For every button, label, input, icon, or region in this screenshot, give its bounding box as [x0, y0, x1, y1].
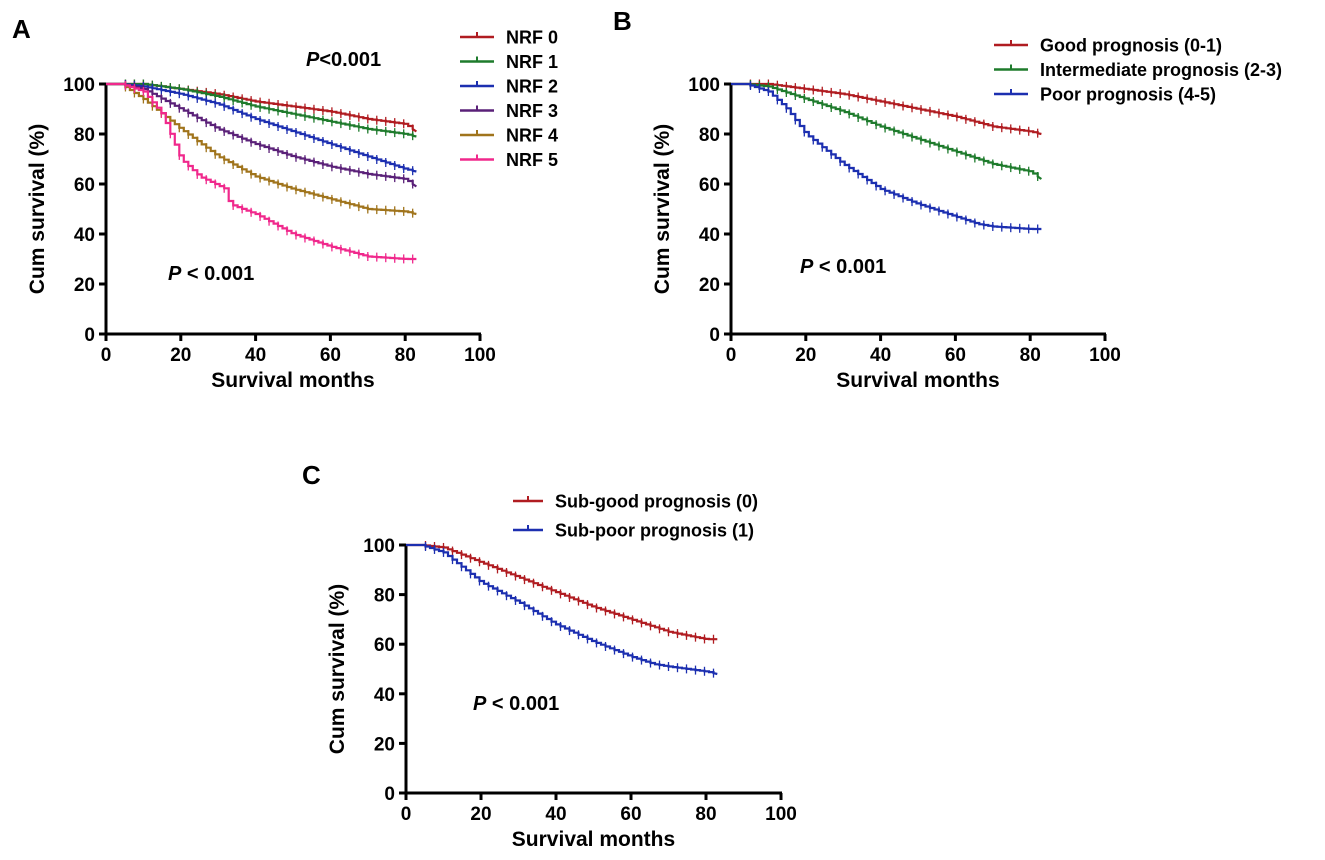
legend-item-nrf-1: NRF 1 — [460, 52, 558, 72]
panel-c-x-tick-label: 80 — [695, 804, 716, 825]
panel-b-y-tick-label: 80 — [699, 125, 720, 146]
legend-label: Poor prognosis (4-5) — [1040, 85, 1216, 105]
panel-a-p-value-top-right: P<0.001 — [306, 49, 381, 71]
panel-c-legend: Sub-good prognosis (0) Sub-poor prognosis… — [513, 492, 758, 541]
panel-c-series-sub-good-prognosis-0-line — [406, 543, 718, 641]
p-italic: P — [473, 693, 487, 715]
p-italic: P — [800, 256, 814, 278]
panel-c-y-tick-label: 80 — [374, 586, 395, 607]
panel-b-x-tick-label: 80 — [1020, 345, 1041, 366]
panel-a-letter: A — [12, 14, 31, 44]
panel-b-y-tick-label: 20 — [699, 275, 720, 296]
panel-a-x-tick-label: 0 — [101, 345, 112, 366]
panel-c-x-tick-label: 100 — [765, 804, 797, 825]
panel-c-x-tick-label: 40 — [545, 804, 566, 825]
legend-item-nrf-4: NRF 4 — [460, 126, 558, 146]
panel-c-y-tick-label: 60 — [374, 635, 395, 656]
panel-a-series-nrf-5 — [106, 81, 417, 264]
legend-item-sub-good-prognosis-0: Sub-good prognosis (0) — [513, 492, 758, 512]
panel-a-y-tick-label: 40 — [74, 225, 95, 246]
legend-label: Sub-good prognosis (0) — [555, 492, 758, 512]
p-italic: P — [306, 49, 320, 71]
p-value-text: < 0.001 — [181, 263, 254, 285]
legend-label: NRF 2 — [506, 77, 558, 97]
legend-item-nrf-3: NRF 3 — [460, 101, 558, 121]
panel-b-p-value-bottom-left: P < 0.001 — [800, 256, 886, 278]
panel-b-letter: B — [613, 6, 632, 36]
panel-a-series-nrf-4 — [106, 82, 417, 218]
panel-b-y-axis-title: Cum survival (%) — [651, 124, 674, 294]
panel-c-letter: C — [302, 460, 321, 490]
legend-label: NRF 4 — [506, 126, 558, 146]
panel-a-legend: NRF 0 NRF 1 NRF 2 NRF 3 NRF 4 NRF 5 — [460, 28, 558, 170]
panel-b-y-tick-label: 40 — [699, 225, 720, 246]
panel-b-y-tick-label: 0 — [709, 325, 720, 346]
panel-b-y-tick-label: 60 — [699, 175, 720, 196]
panel-c-p-value-bottom-left: P < 0.001 — [473, 693, 559, 715]
panel-c-series-sub-poor-prognosis-1 — [406, 541, 718, 678]
panel-b: B 0 20 40 60 80 100 0 20 40 60 80 100 Survival months… — [613, 6, 1282, 392]
panel-c-y-tick-label: 100 — [363, 536, 395, 557]
legend-label: Intermediate prognosis (2-3) — [1040, 60, 1282, 80]
panel-a-y-tick-label: 0 — [84, 325, 95, 346]
panel-c-y-tick-label: 40 — [374, 685, 395, 706]
panel-a-x-tick-label: 40 — [245, 345, 266, 366]
panel-a-p-value-bottom-left: P < 0.001 — [168, 263, 254, 285]
legend-item-poor-prognosis-4-5: Poor prognosis (4-5) — [994, 85, 1216, 105]
p-value-text: < 0.001 — [813, 256, 886, 278]
legend-item-good-prognosis-0-1: Good prognosis (0-1) — [994, 36, 1222, 56]
panel-a-x-tick-label: 60 — [320, 345, 341, 366]
panel-c-x-tick-label: 60 — [620, 804, 641, 825]
panel-a-y-tick-label: 20 — [74, 275, 95, 296]
legend-item-sub-poor-prognosis-1: Sub-poor prognosis (1) — [513, 521, 754, 541]
panel-b-series-poor-prognosis-4-5 — [731, 81, 1042, 234]
panel-a-y-axis-title: Cum survival (%) — [26, 124, 49, 294]
panel-a-series-nrf-5-line — [106, 82, 417, 261]
panel-a-y-tick-label: 100 — [63, 75, 95, 96]
legend-item-nrf-0: NRF 0 — [460, 28, 558, 48]
panel-b-x-axis-title: Survival months — [836, 369, 999, 392]
panel-b-x-tick-label: 60 — [945, 345, 966, 366]
panel-b-y-tick-label: 100 — [688, 75, 720, 96]
panel-a: A 0 20 40 60 80 100 0 20 40 60 80 100 Survival months… — [12, 14, 558, 392]
panel-a-x-tick-label: 20 — [170, 345, 191, 366]
panel-c-y-tick-label: 0 — [384, 784, 395, 805]
panel-c-series-sub-poor-prognosis-1-line — [406, 543, 718, 676]
legend-item-nrf-5: NRF 5 — [460, 150, 558, 170]
legend-label: NRF 3 — [506, 101, 558, 121]
legend-label: NRF 0 — [506, 28, 558, 48]
legend-item-intermediate-prognosis-2-3: Intermediate prognosis (2-3) — [994, 60, 1282, 80]
panel-c-series-sub-good-prognosis-0 — [406, 540, 718, 644]
panel-a-x-tick-label: 80 — [395, 345, 416, 366]
panel-c-x-axis-title: Survival months — [512, 828, 675, 851]
panel-c-x-tick-label: 20 — [470, 804, 491, 825]
panel-b-legend: Good prognosis (0-1) Intermediate prognos… — [994, 36, 1282, 105]
panel-a-x-tick-label: 100 — [464, 345, 496, 366]
panel-b-x-tick-label: 0 — [726, 345, 737, 366]
panel-c-x-tick-label: 0 — [401, 804, 412, 825]
legend-item-nrf-2: NRF 2 — [460, 77, 558, 97]
p-value-text: < 0.001 — [486, 693, 559, 715]
legend-label: Good prognosis (0-1) — [1040, 36, 1222, 56]
panel-b-series-poor-prognosis-4-5-line — [731, 82, 1042, 231]
panel-b-x-tick-label: 20 — [795, 345, 816, 366]
panel-c: C 0 20 40 60 80 100 0 20 40 60 80 100 Survival months… — [302, 460, 797, 851]
legend-label: NRF 1 — [506, 52, 558, 72]
panel-b-x-tick-label: 40 — [870, 345, 891, 366]
panel-c-y-axis-title: Cum survival (%) — [326, 584, 349, 754]
panel-a-y-tick-label: 60 — [74, 175, 95, 196]
panel-b-x-tick-label: 100 — [1089, 345, 1121, 366]
panel-a-y-tick-label: 80 — [74, 125, 95, 146]
p-italic: P — [168, 263, 182, 285]
panel-a-x-axis-title: Survival months — [211, 369, 374, 392]
p-value-text: <0.001 — [319, 49, 381, 71]
panel-c-y-tick-label: 20 — [374, 734, 395, 755]
legend-label: Sub-poor prognosis (1) — [555, 521, 754, 541]
legend-label: NRF 5 — [506, 150, 558, 170]
